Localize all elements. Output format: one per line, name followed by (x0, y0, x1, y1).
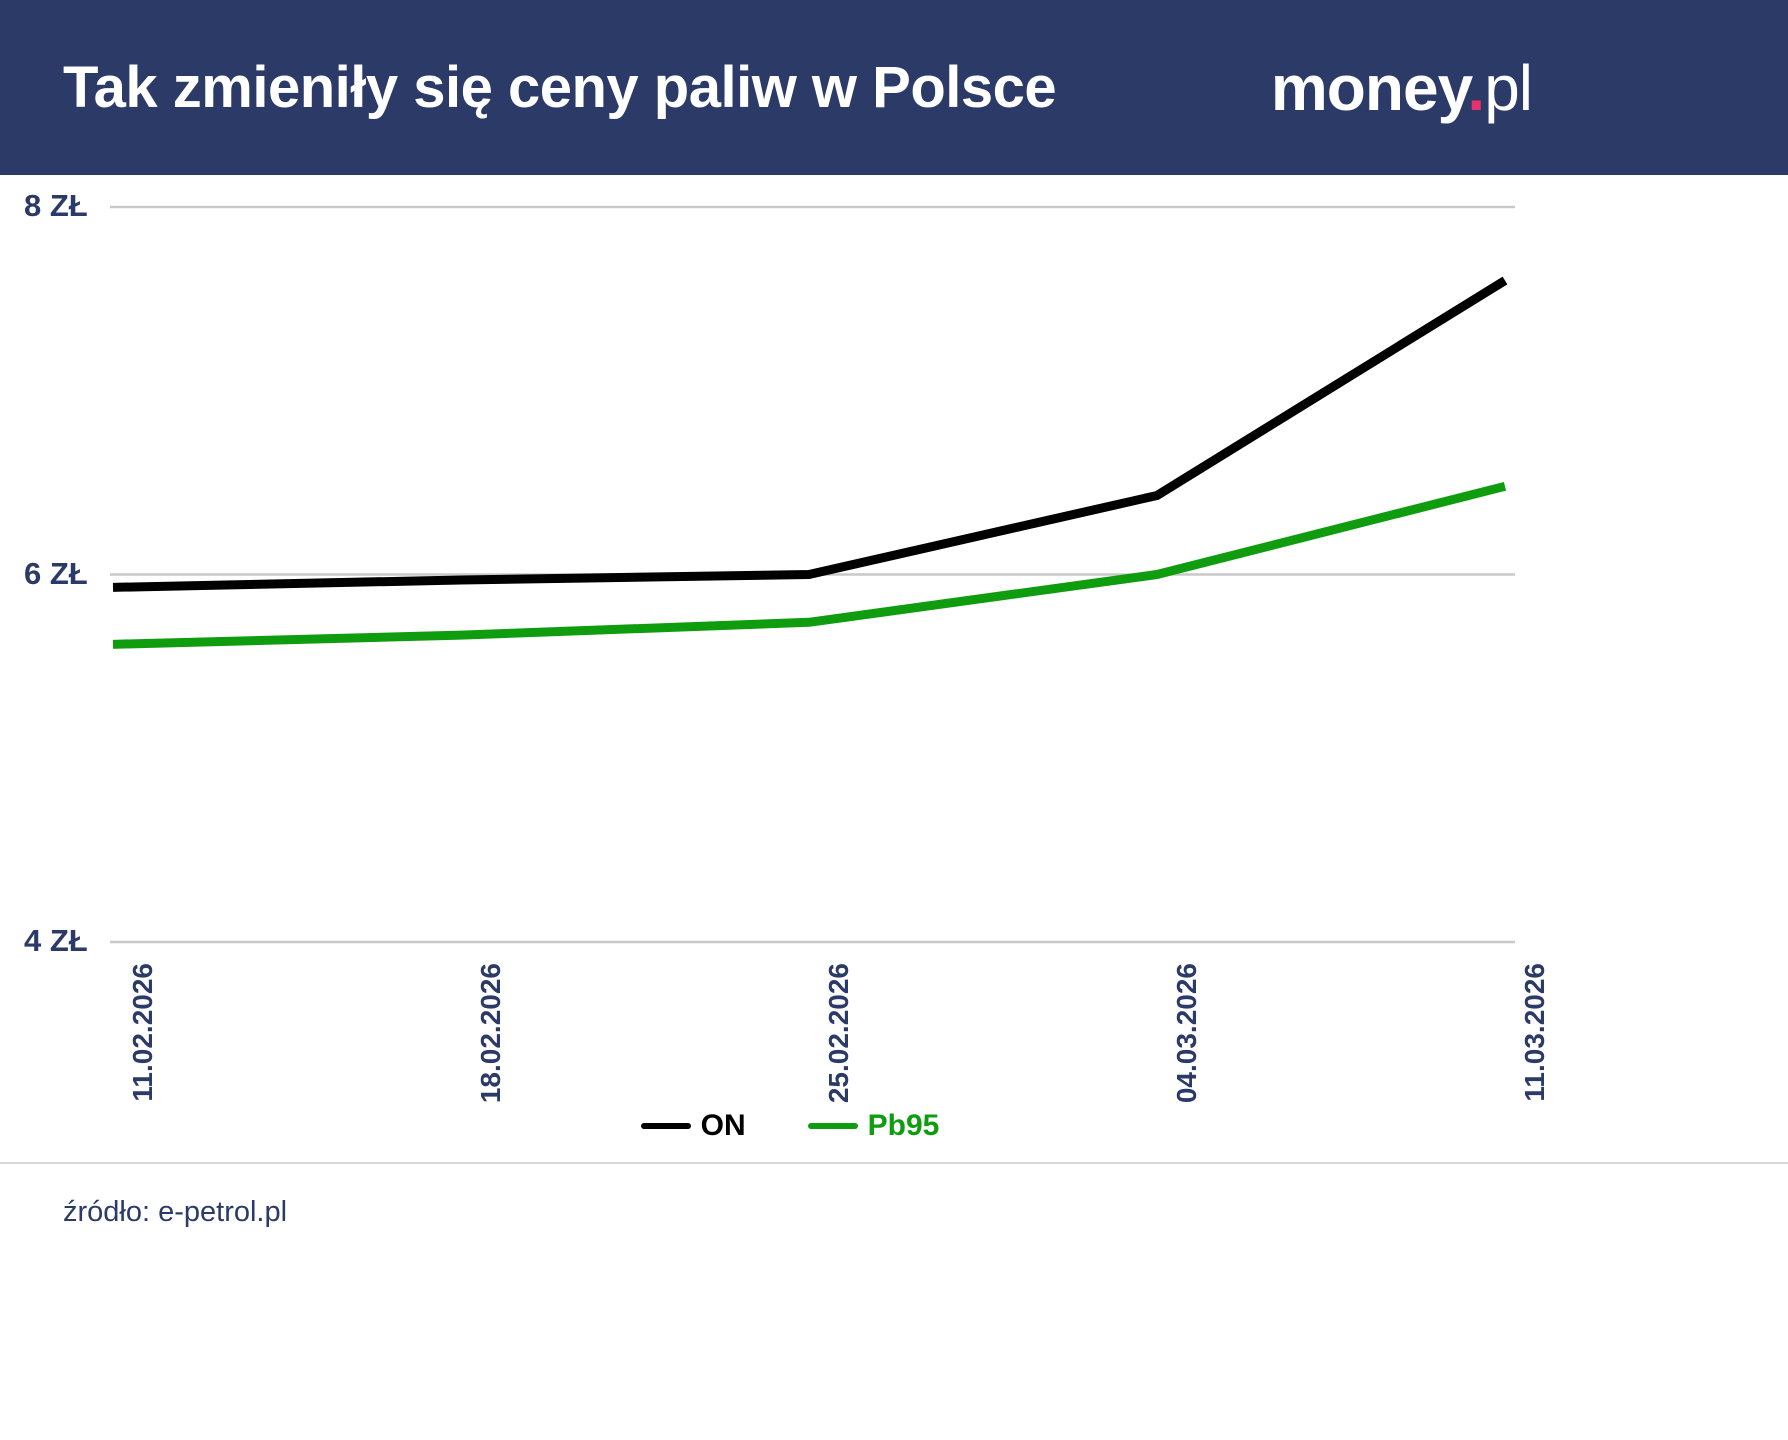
source-note: źródło: e-petrol.pl (63, 1196, 288, 1228)
y-axis-tick-label: 6 ZŁ (24, 555, 88, 591)
x-axis-tick-label: 04.03.2026 (1171, 963, 1202, 1104)
legend-label: ON (700, 1109, 746, 1142)
series-line-ON (112, 276, 1508, 592)
x-axis-tick-label: 11.03.2026 (1519, 963, 1550, 1102)
x-axis-tick-label: 25.02.2026 (823, 963, 854, 1104)
x-axis-tick-label: 18.02.2026 (475, 963, 506, 1104)
logo-money-text: money (1270, 51, 1469, 124)
chart-legend: ON Pb95 (0, 1109, 1580, 1143)
x-axis-tick-label: 11.02.2026 (127, 963, 158, 1102)
footer-divider (0, 1162, 1788, 1164)
legend-item-ON: ON (640, 1109, 746, 1143)
legend-label: Pb95 (867, 1109, 940, 1142)
y-axis-tick-label: 4 ZŁ (24, 923, 88, 958)
logo-pl-text: pl (1484, 51, 1533, 124)
page-title: Tak zmieniły się ceny paliw w Polsce (63, 55, 1057, 120)
y-axis-tick-label: 8 ZŁ (24, 188, 88, 223)
legend-line-swatch (807, 1123, 858, 1129)
legend-item-Pb95: Pb95 (807, 1109, 940, 1143)
logo-dot: . (1467, 51, 1485, 124)
legend-line-swatch (640, 1123, 691, 1129)
header-banner: Tak zmieniły się ceny paliw w Polsce mon… (0, 0, 1788, 175)
line-chart (110, 205, 1515, 944)
brand-logo: money.pl (1270, 51, 1533, 125)
series-line-Pb95 (112, 481, 1507, 649)
chart-region: 8 ZŁ 6 ZŁ 4 ZŁ 11.02.2026 18.02.2026 25.02.2… (0, 175, 1788, 1160)
